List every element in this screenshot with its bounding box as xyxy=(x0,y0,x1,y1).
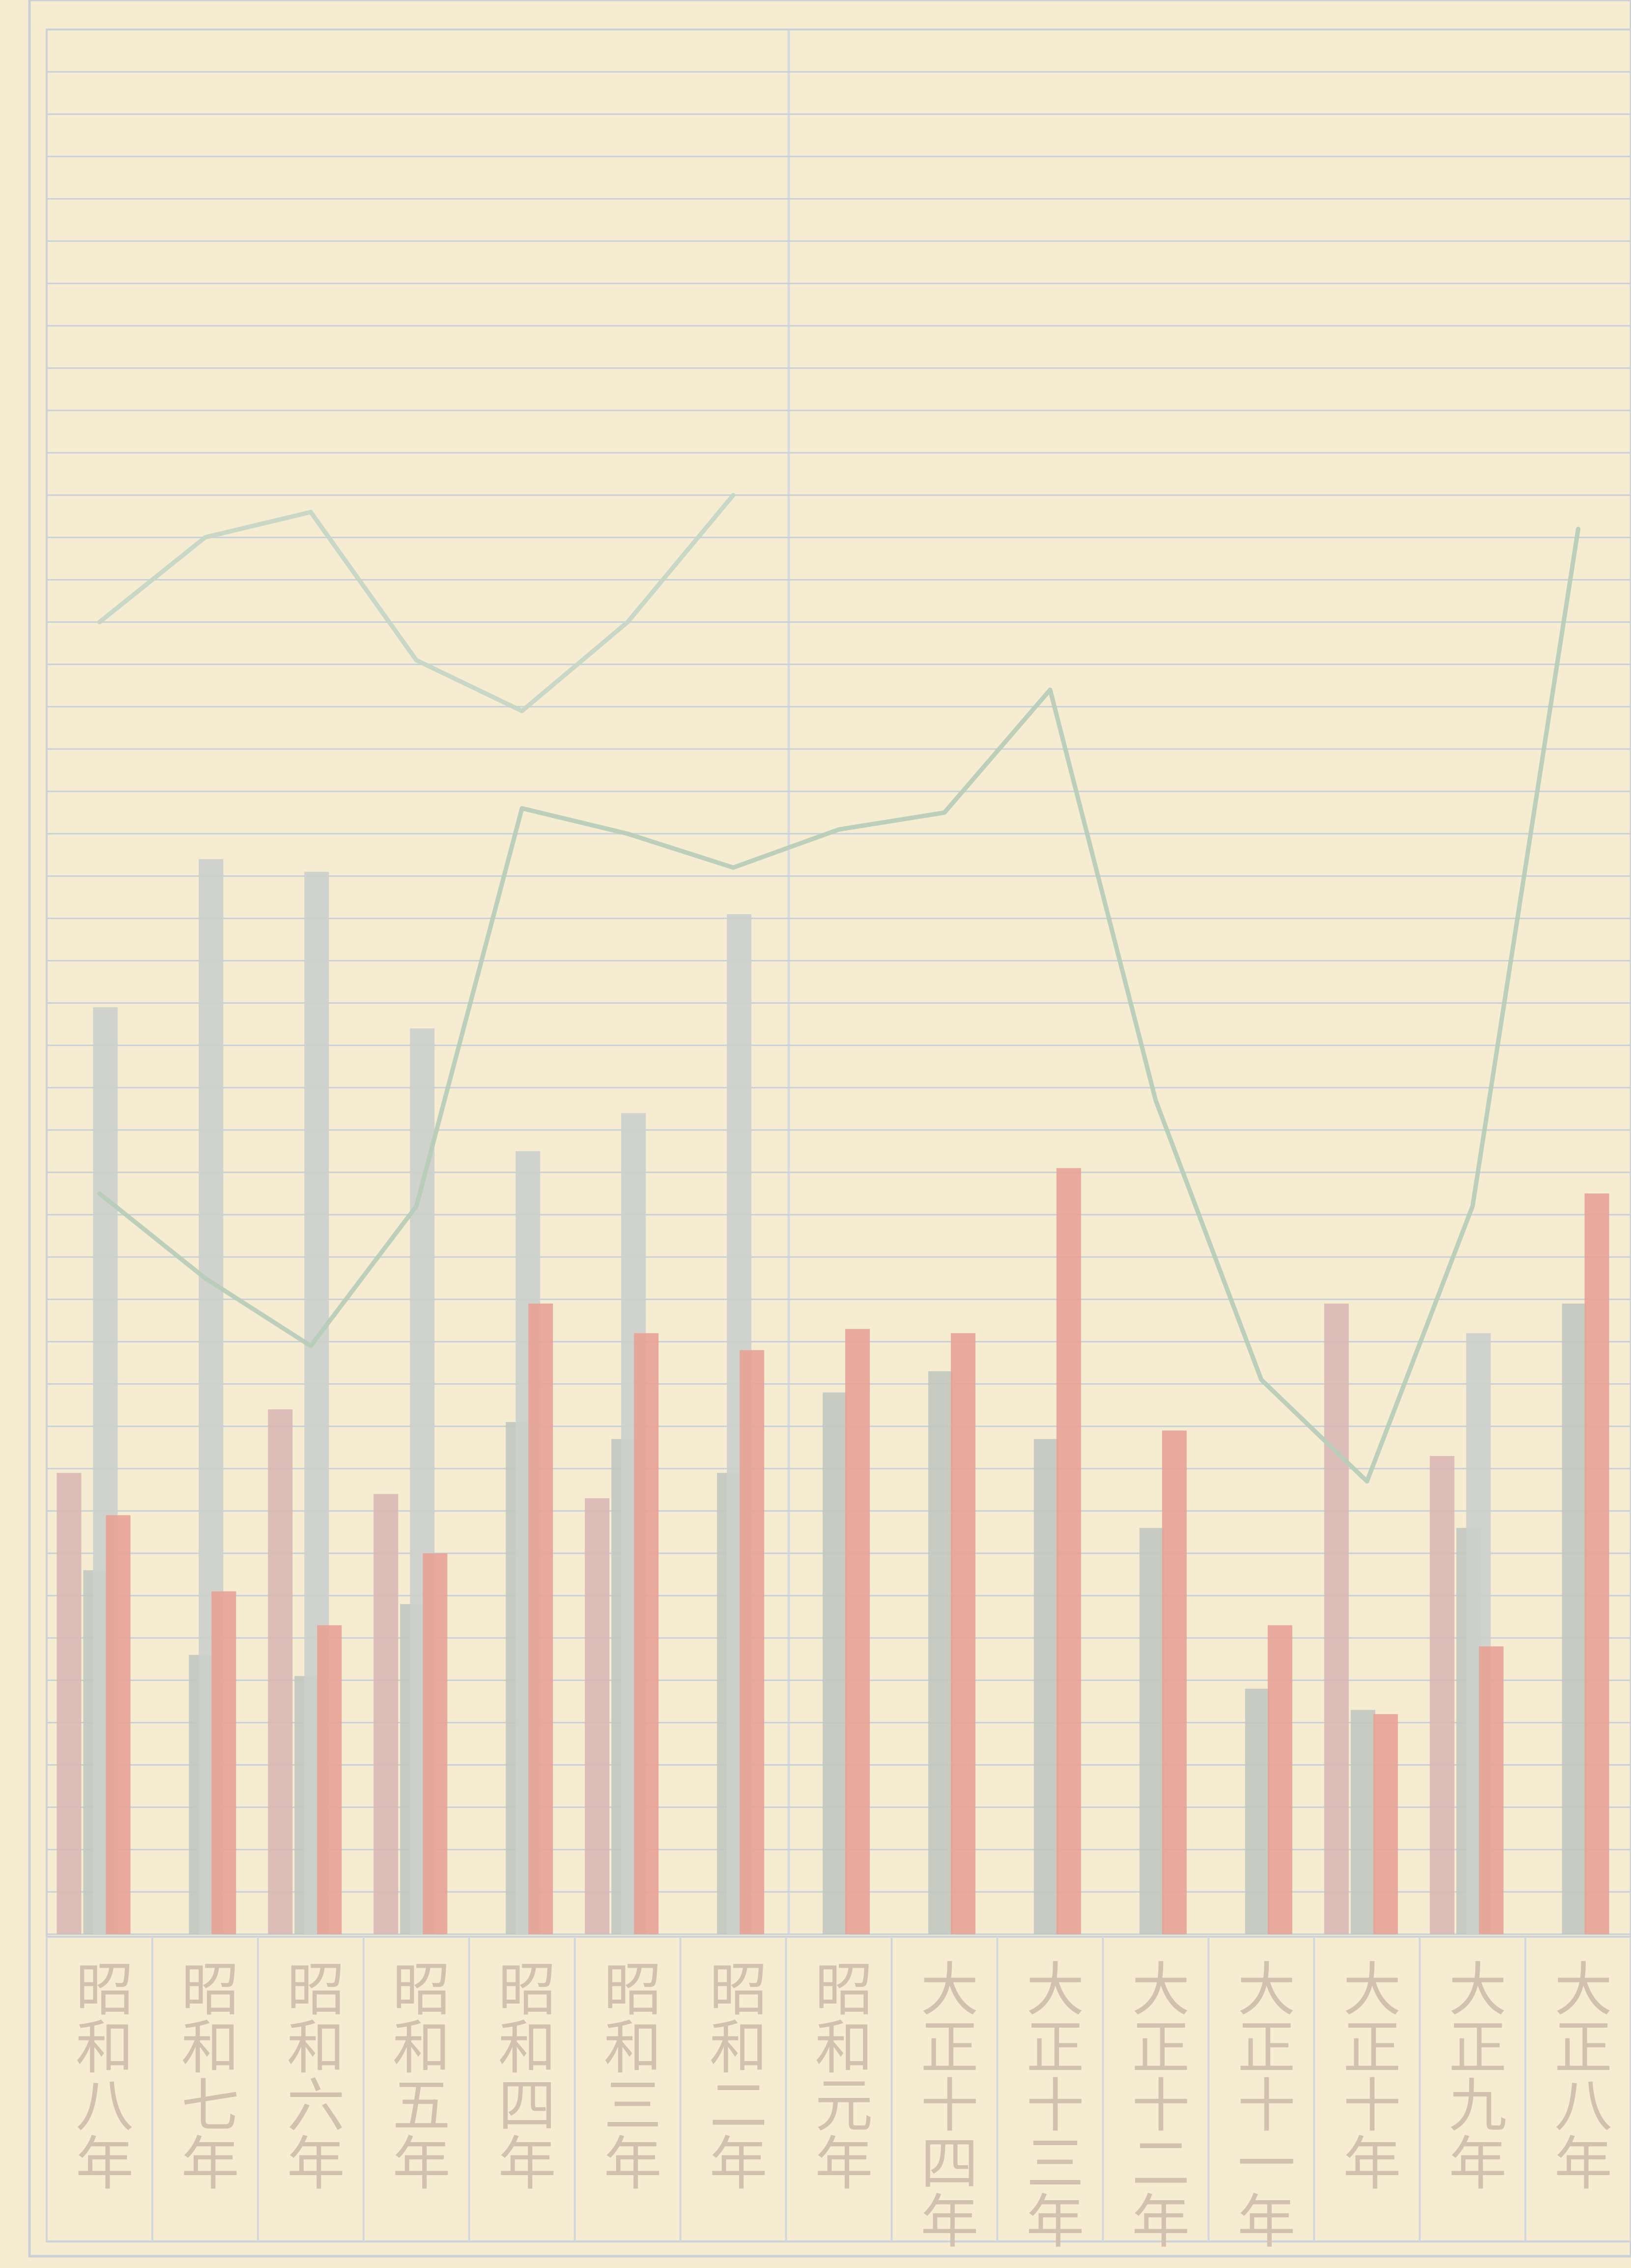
bar-s3-2 xyxy=(317,1625,342,1934)
bar-s0-3 xyxy=(373,1494,399,1934)
bar-s0-0 xyxy=(57,1473,82,1934)
category-label-2: 昭和六年 xyxy=(277,1959,344,2191)
bar-s0-12 xyxy=(1324,1303,1349,1934)
category-label-7: 昭和元年 xyxy=(805,1959,873,2191)
line-series-0 xyxy=(100,495,1578,711)
bar-s1-14 xyxy=(1562,1303,1587,1934)
bar-s3-4 xyxy=(528,1303,553,1934)
category-label-11: 大正十一年 xyxy=(1228,1959,1295,2249)
category-label-8: 大正十四年 xyxy=(911,1959,978,2249)
bar-s3-6 xyxy=(740,1350,765,1934)
bar-s1-7 xyxy=(823,1392,847,1934)
bar-s3-12 xyxy=(1373,1714,1398,1934)
line-series-1 xyxy=(97,526,1580,1484)
bar-s3-0 xyxy=(106,1515,131,1934)
bar-s3-7 xyxy=(845,1329,870,1934)
bars xyxy=(57,859,1609,1934)
bar-s3-14 xyxy=(1584,1193,1609,1934)
category-label-9: 大正十三年 xyxy=(1016,1959,1084,2249)
bar-s3-11 xyxy=(1267,1625,1292,1934)
bar-s3-9 xyxy=(1056,1168,1081,1934)
category-label-1: 昭和七年 xyxy=(171,1959,239,2191)
bar-s0-2 xyxy=(268,1409,293,1934)
category-label-3: 昭和五年 xyxy=(382,1959,450,2191)
category-label-13: 大正九年 xyxy=(1439,1959,1507,2191)
bar-s3-1 xyxy=(211,1591,236,1934)
bar-s3-8 xyxy=(950,1333,975,1934)
bar-s0-13 xyxy=(1430,1455,1455,1934)
bar-s3-3 xyxy=(423,1553,448,1934)
bar-s3-10 xyxy=(1162,1430,1187,1934)
bar-s0-5 xyxy=(585,1498,610,1934)
category-label-5: 昭和三年 xyxy=(594,1959,661,2191)
bar-s3-13 xyxy=(1479,1646,1504,1934)
category-labels: 昭和八年 昭和七年 昭和六年 昭和五年 昭和四年 昭和三年 昭和二年 昭和元年 大正十四年 大正十… xyxy=(65,1959,1612,2249)
category-label-12: 大正十年 xyxy=(1333,1959,1401,2191)
bar-s1-11 xyxy=(1245,1688,1270,1934)
bar-s1-8 xyxy=(928,1371,953,1934)
bar-s3-5 xyxy=(634,1333,659,1934)
category-label-14: 大正八年 xyxy=(1545,1959,1612,2191)
bar-s1-10 xyxy=(1139,1528,1164,1934)
lines xyxy=(97,495,1580,1484)
bar-s1-9 xyxy=(1033,1439,1059,1934)
category-label-0: 昭和八年 xyxy=(65,1959,133,2191)
category-label-4: 昭和四年 xyxy=(488,1959,556,2191)
category-label-10: 大正十二年 xyxy=(1122,1959,1190,2249)
outer-frame xyxy=(28,0,1631,2258)
category-label-6: 昭和二年 xyxy=(699,1959,767,2191)
bar-s1-12 xyxy=(1350,1710,1375,1934)
